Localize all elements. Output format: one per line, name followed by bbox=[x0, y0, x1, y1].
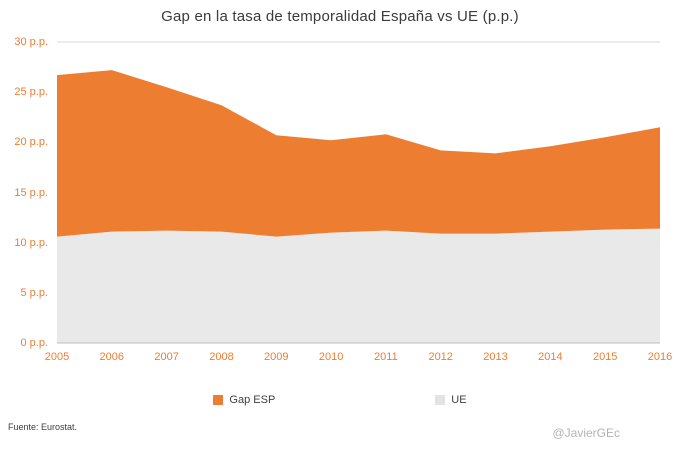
legend-swatch-ue-icon bbox=[435, 395, 446, 405]
y-axis-tick-label: 0 p.p. bbox=[20, 337, 48, 349]
y-axis-tick-label: 30 p.p. bbox=[14, 36, 48, 48]
source-note: Fuente: Eurostat. bbox=[8, 422, 78, 432]
x-axis-tick-label: 2013 bbox=[483, 351, 508, 363]
legend-label-ue: UE bbox=[451, 394, 467, 406]
y-axis-tick-label: 10 p.p. bbox=[14, 236, 48, 249]
x-axis-tick-label: 2010 bbox=[318, 351, 344, 363]
chart-legend: Gap ESP UE bbox=[0, 394, 680, 406]
ue-area bbox=[57, 228, 660, 343]
y-axis-tick-label: 5 p.p. bbox=[20, 286, 48, 299]
legend-item-ue: UE bbox=[435, 394, 467, 406]
legend-label-gap-esp: Gap ESP bbox=[229, 394, 276, 406]
x-axis-tick-label: 2006 bbox=[99, 351, 125, 363]
y-axis-tick-label: 20 p.p. bbox=[14, 136, 48, 149]
legend-item-gap-esp: Gap ESP bbox=[213, 394, 275, 406]
x-axis-tick-label: 2015 bbox=[592, 351, 618, 363]
y-axis-tick-label: 25 p.p. bbox=[14, 86, 48, 99]
x-axis-tick-label: 2007 bbox=[154, 351, 179, 363]
watermark: @JavierGEc bbox=[552, 426, 620, 440]
gap-esp-area bbox=[57, 70, 660, 237]
x-axis-tick-label: 2014 bbox=[538, 351, 563, 363]
x-axis-tick-label: 2008 bbox=[209, 351, 234, 363]
legend-swatch-gap-esp-icon bbox=[213, 395, 224, 405]
x-axis-tick-label: 2009 bbox=[264, 351, 289, 363]
x-axis-tick-label: 2011 bbox=[374, 351, 398, 363]
chart-title: Gap en la tasa de temporalidad España vs… bbox=[161, 8, 519, 25]
x-axis-tick-label: 2016 bbox=[647, 351, 673, 363]
x-axis-tick-label: 2012 bbox=[428, 351, 453, 363]
y-axis-tick-label: 15 p.p. bbox=[14, 186, 48, 199]
x-axis-tick-label: 2005 bbox=[44, 351, 70, 363]
